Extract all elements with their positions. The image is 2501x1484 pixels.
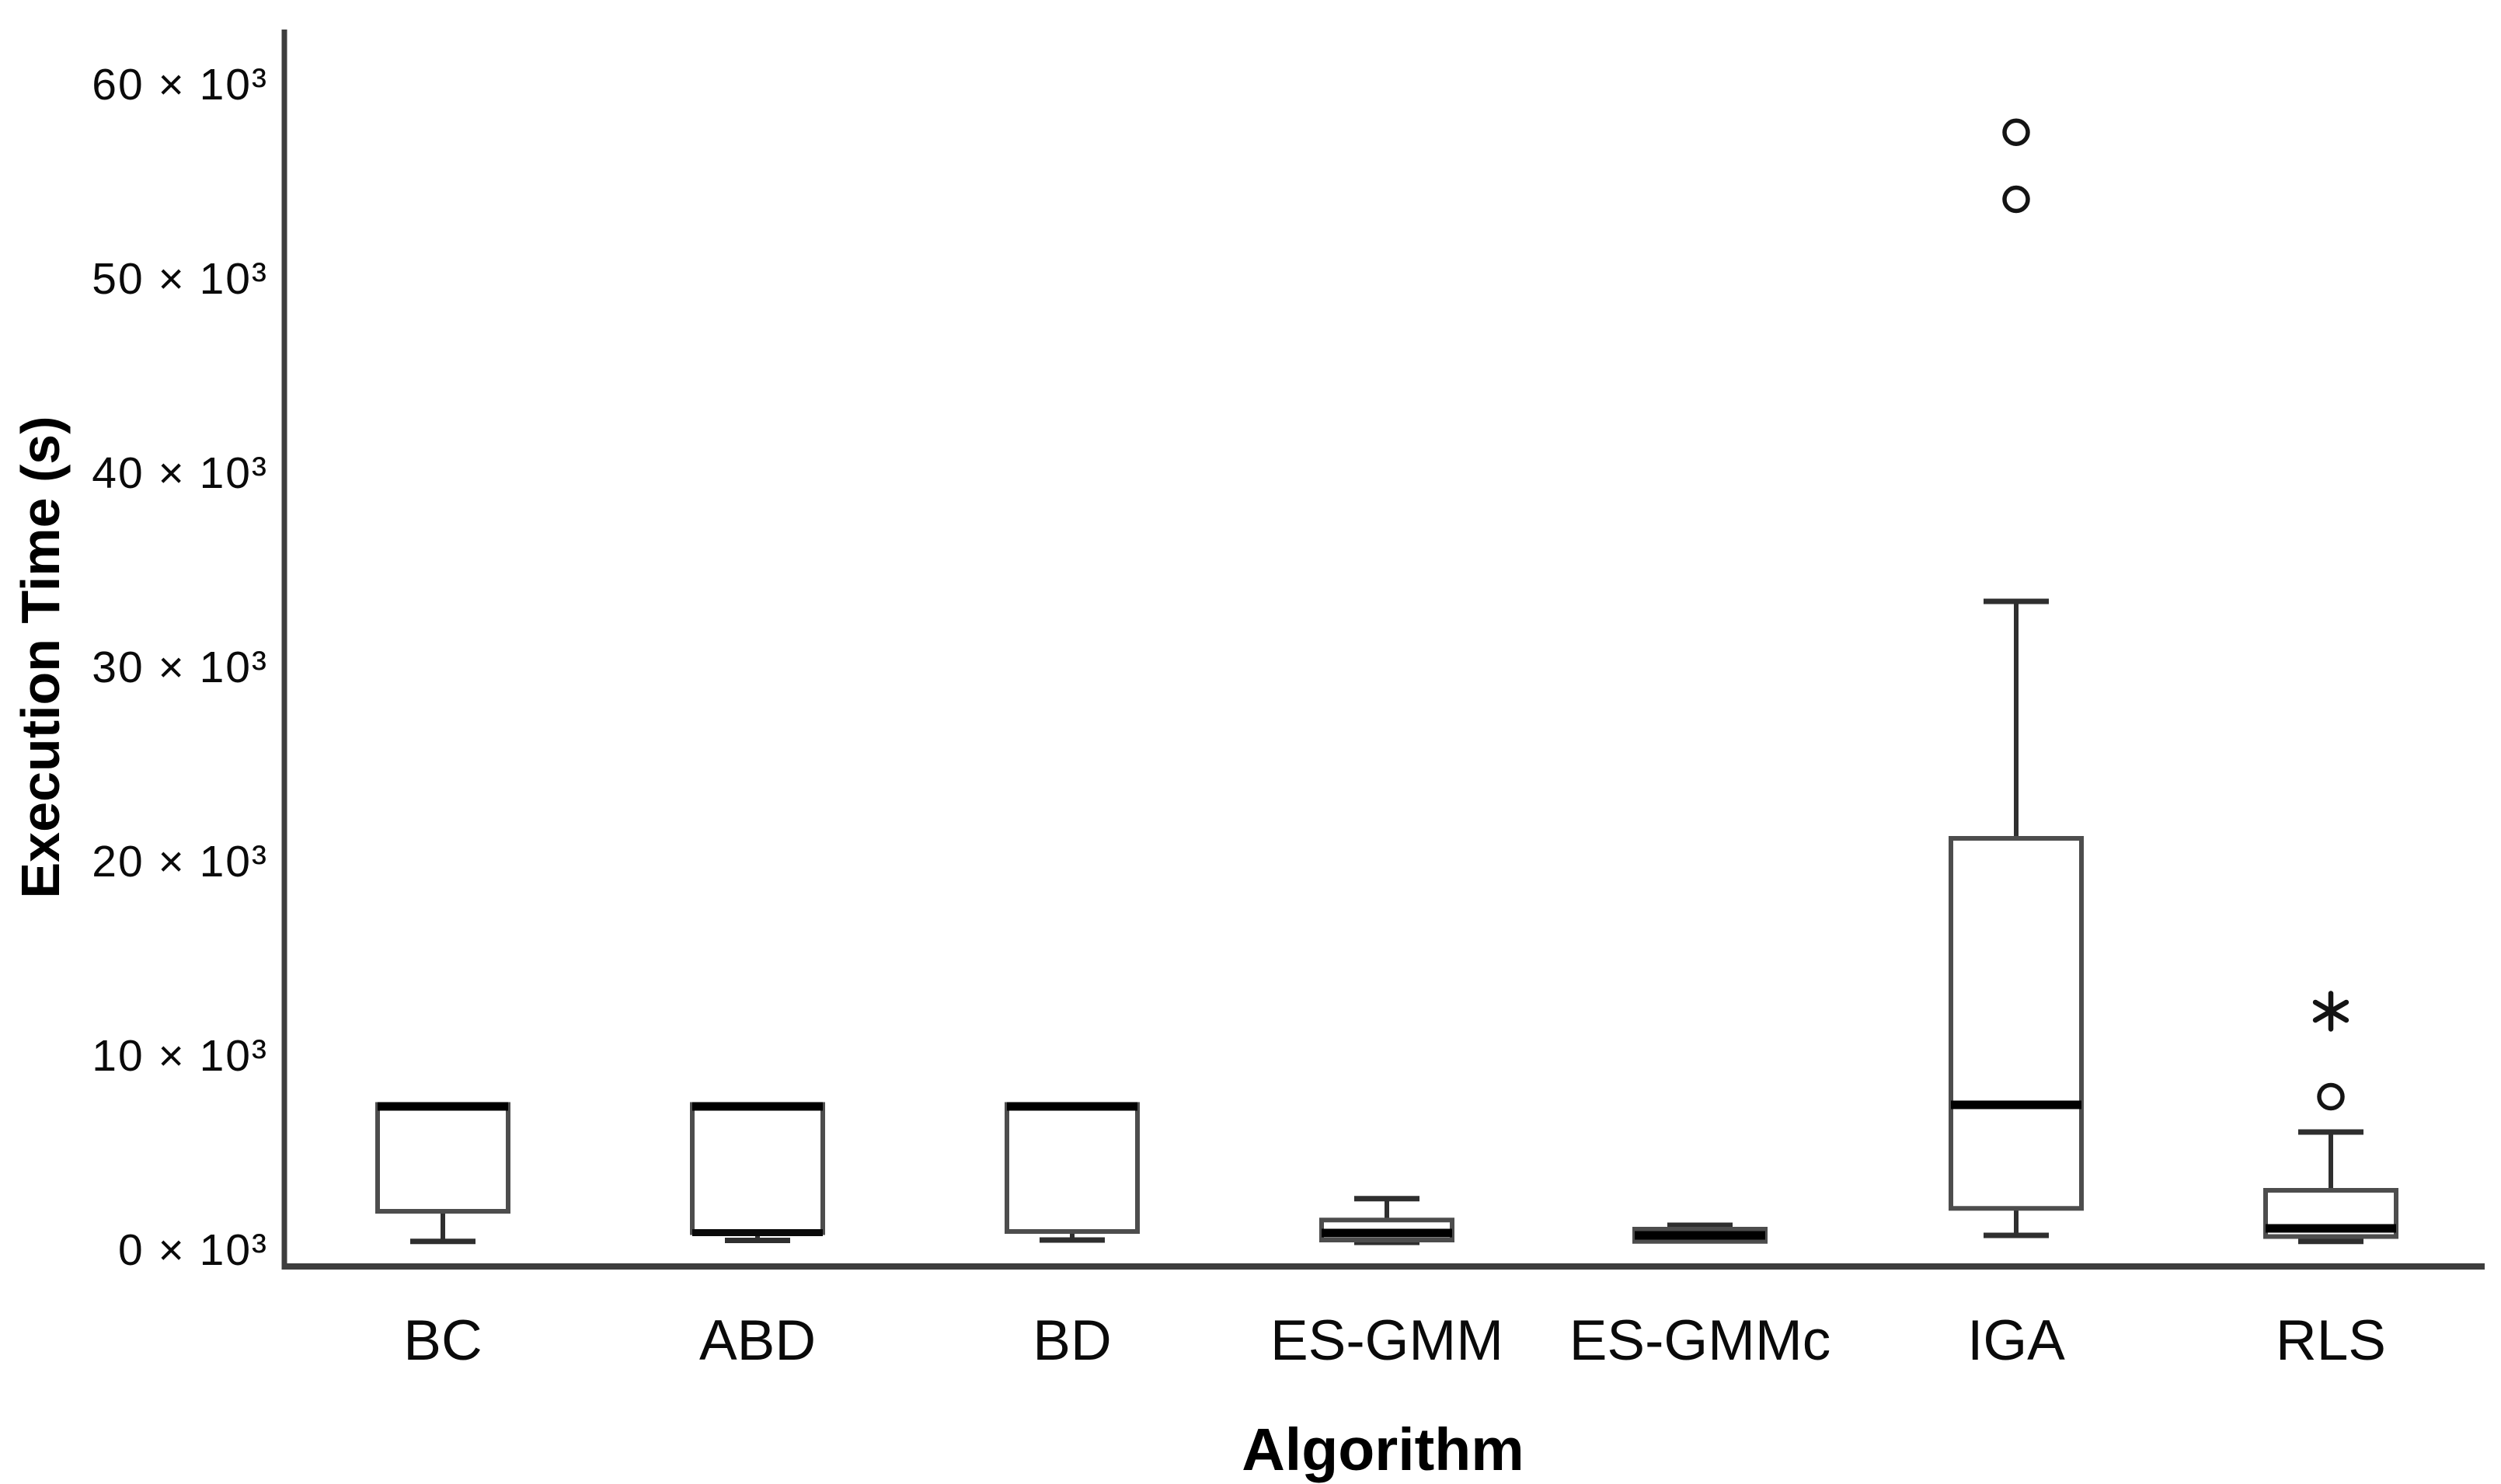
box-BC <box>375 1102 510 1214</box>
category-label-ABD: ABD <box>698 1309 817 1372</box>
y-axis-title: Execution Time (s) <box>10 416 71 899</box>
y-tick-label: 60 × 10³ <box>92 60 268 110</box>
median-line <box>378 1102 508 1111</box>
outlier-circle-icon <box>2002 118 2030 146</box>
y-tick-label: 0 × 10³ <box>117 1225 268 1275</box>
median-line <box>1322 1228 1452 1238</box>
category-label-BC: BC <box>403 1309 482 1372</box>
category-label-RLS: RLS <box>2275 1309 2386 1372</box>
box-IGA <box>1949 836 2084 1211</box>
category-label-BD: BD <box>1033 1309 1112 1372</box>
median-line <box>1007 1102 1137 1111</box>
y-tick-label: 10 × 10³ <box>92 1031 268 1081</box>
y-tick-label: 20 × 10³ <box>92 837 268 887</box>
y-tick-label: 40 × 10³ <box>92 448 268 498</box>
y-tick-label: 30 × 10³ <box>92 643 268 692</box>
category-label-ES-GMM: ES-GMM <box>1270 1309 1504 1372</box>
box-BD <box>1005 1102 1140 1234</box>
q1-dark-edge <box>692 1229 823 1236</box>
outlier-circle-icon <box>2317 1082 2345 1111</box>
category-label-ES-GMMc: ES-GMMc <box>1569 1309 1831 1372</box>
outlier-circle-icon <box>2002 185 2030 214</box>
median-line <box>1951 1100 2081 1110</box>
median-line <box>2266 1224 2396 1233</box>
median-line <box>1635 1231 1765 1240</box>
y-tick-label: 50 × 10³ <box>92 254 268 304</box>
category-label-IGA: IGA <box>1967 1309 2065 1372</box>
extreme-outlier-asterisk-icon <box>2312 999 2349 1023</box>
box-ABD <box>690 1102 825 1235</box>
x-axis-title: Algorithm <box>1242 1416 1524 1483</box>
median-line <box>692 1102 823 1111</box>
